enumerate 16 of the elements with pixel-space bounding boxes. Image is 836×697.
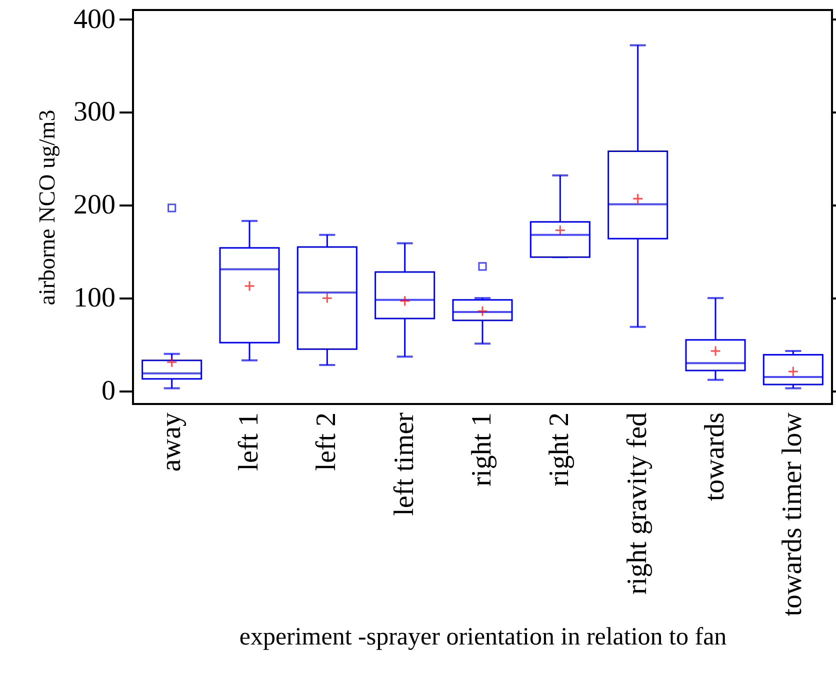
x-tick-label: right gravity fed bbox=[622, 412, 653, 594]
x-tick-label: right 2 bbox=[544, 412, 576, 486]
x-tick-label: towards bbox=[700, 412, 730, 502]
x-tick-label: left timer bbox=[388, 412, 420, 516]
y-tick-label: 0 bbox=[102, 375, 116, 406]
x-axis-title: experiment -sprayer orientation in relation to fan bbox=[239, 624, 728, 650]
x-tick-label: towards timer low bbox=[777, 412, 808, 616]
y-axis-title: airborne NCO ug/m3 bbox=[34, 110, 60, 306]
y-tick-label: 200 bbox=[74, 190, 116, 221]
x-tick-label: left 1 bbox=[234, 412, 264, 471]
y-tick-label: 300 bbox=[74, 96, 116, 128]
y-tick-label: 400 bbox=[74, 4, 116, 35]
y-tick-label: 100 bbox=[74, 282, 116, 314]
x-tick-label: left 2 bbox=[311, 412, 342, 471]
x-tick-label: right 1 bbox=[466, 412, 498, 486]
x-tick-label: away bbox=[156, 412, 187, 472]
